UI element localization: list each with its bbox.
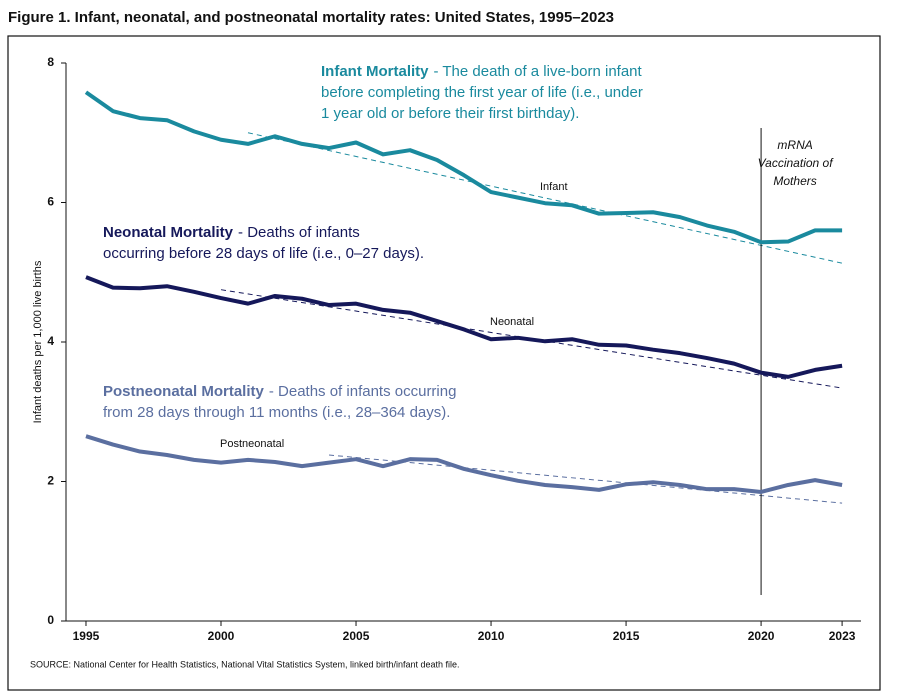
x-tick-label: 1995: [73, 629, 100, 643]
source-note: SOURCE: National Center for Health Stati…: [30, 659, 460, 669]
legend-name: Neonatal Mortality: [103, 224, 234, 241]
chart-title: Figure 1. Infant, neonatal, and postneon…: [8, 9, 614, 26]
series-line: [84, 90, 843, 245]
legend-description: - The death of a live-born infant: [434, 63, 643, 80]
legend-text: Postneonatal Mortality - Deaths of infant…: [103, 383, 456, 400]
legend-name: Postneonatal Mortality: [103, 383, 265, 400]
legend-text: before completing the first year of life…: [321, 84, 643, 101]
y-tick-label: 2: [47, 474, 54, 488]
legend-description: - Deaths of infants occurring: [269, 383, 457, 400]
x-tick-label: 2015: [613, 629, 640, 643]
legend-text: Infant Mortality - The death of a live-bo…: [321, 63, 643, 80]
trend-label: Neonatal: [490, 316, 534, 328]
legend-text: occurring before 28 days of life (i.e., …: [103, 245, 424, 262]
legend-text: from 28 days through 11 months (i.e., 28…: [103, 404, 450, 421]
frame: [7, 35, 881, 691]
event-label: Mothers: [773, 174, 816, 188]
series-line: [85, 275, 843, 379]
x-tick-label: 2023: [829, 629, 856, 643]
y-tick-label: 4: [47, 334, 54, 348]
legend-text: Neonatal Mortality - Deaths of infants: [103, 224, 360, 241]
trend-line: [220, 289, 843, 389]
y-tick-label: 6: [47, 195, 54, 209]
event-label: mRNA: [777, 138, 812, 152]
legend-text: 1 year old or before their first birthda…: [321, 105, 579, 122]
y-tick-label: 8: [47, 55, 54, 69]
trend-line: [328, 454, 843, 504]
y-tick-label: 0: [47, 613, 54, 627]
x-tick-label: 2020: [748, 629, 775, 643]
event-label: Vaccination of: [758, 156, 835, 170]
y-axis-label: Infant deaths per 1,000 live births: [32, 260, 44, 423]
legend-description: - Deaths of infants: [238, 224, 360, 241]
trend-label: Infant: [540, 181, 568, 193]
legend-name: Infant Mortality: [321, 63, 429, 80]
x-tick-label: 2005: [343, 629, 370, 643]
trend-line: [247, 132, 843, 264]
trend-label: Postneonatal: [220, 438, 284, 450]
x-tick-label: 2000: [208, 629, 235, 643]
series-line: [85, 434, 843, 494]
x-tick-label: 2010: [478, 629, 505, 643]
